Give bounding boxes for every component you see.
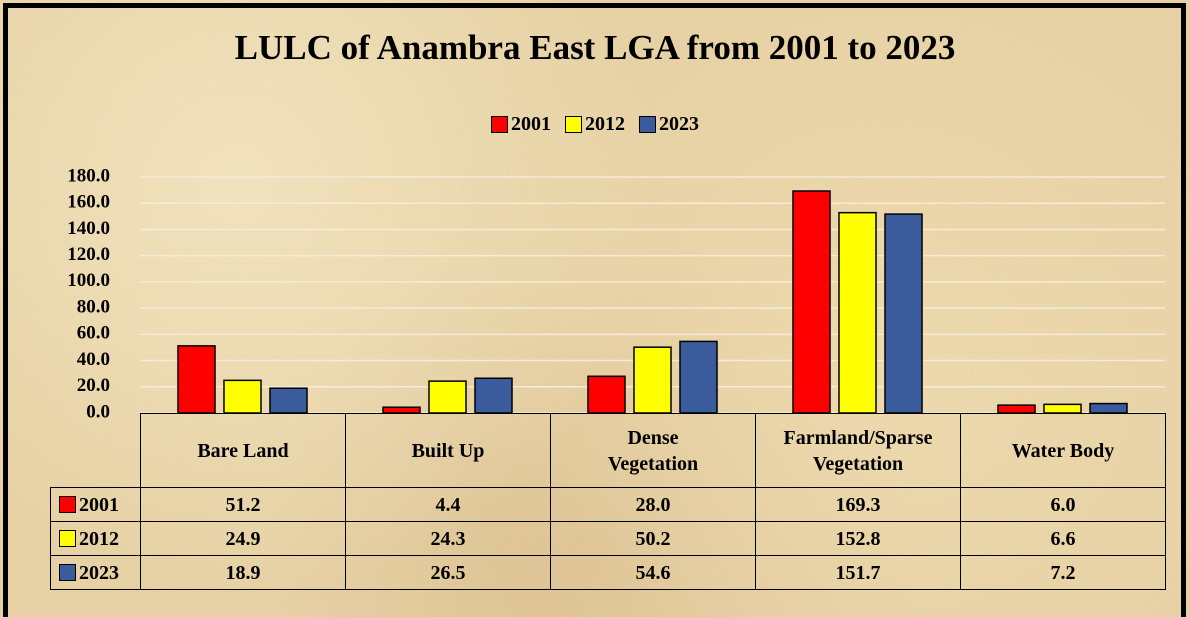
- table-value: 7.2: [960, 555, 1166, 590]
- table-value: 24.3: [345, 521, 551, 556]
- y-tick-label: 120.0: [67, 244, 110, 265]
- table-value: 169.3: [755, 487, 961, 522]
- y-tick-label: 40.0: [77, 349, 110, 370]
- legend-label: 2023: [659, 113, 699, 135]
- legend-swatch: [639, 116, 656, 133]
- y-tick-label: 60.0: [77, 323, 110, 344]
- legend-swatch: [491, 116, 508, 133]
- table-value: 26.5: [345, 555, 551, 590]
- legend-label: 2001: [511, 113, 551, 135]
- bar: [838, 211, 877, 414]
- bar: [382, 406, 421, 414]
- table-value: 6.0: [960, 487, 1166, 522]
- chart-title: LULC of Anambra East LGA from 2001 to 20…: [234, 28, 956, 67]
- bar: [633, 346, 672, 414]
- category-label: Farmland/Sparse Vegetation: [755, 413, 961, 488]
- bar: [223, 379, 262, 414]
- table-value: 6.6: [960, 521, 1166, 556]
- y-tick-label: 0.0: [86, 401, 110, 422]
- bar: [997, 404, 1036, 414]
- table-value: 54.6: [550, 555, 756, 590]
- row-label: 2023: [79, 561, 119, 584]
- bar: [177, 345, 216, 414]
- legend-item: 2001: [491, 113, 551, 136]
- category-label: Dense Vegetation: [550, 413, 756, 488]
- row-label: 2001: [79, 493, 119, 516]
- legend: 2001 2012 2023: [0, 113, 1190, 136]
- table-value: 152.8: [755, 521, 961, 556]
- legend-item: 2012: [565, 113, 625, 136]
- legend-swatch: [59, 496, 76, 513]
- category-label: Water Body: [960, 413, 1166, 488]
- table-value: 18.9: [140, 555, 346, 590]
- category-label: Built Up: [345, 413, 551, 488]
- bar: [269, 387, 308, 414]
- legend-swatch: [565, 116, 582, 133]
- table-value: 24.9: [140, 521, 346, 556]
- bar: [428, 380, 467, 414]
- legend-item: 2023: [639, 113, 699, 136]
- category-label: Bare Land: [140, 413, 346, 488]
- bar: [679, 340, 718, 414]
- legend-swatch: [59, 564, 76, 581]
- bar: [474, 377, 513, 414]
- bar: [884, 213, 923, 414]
- row-label: 2012: [79, 527, 119, 550]
- y-tick-label: 160.0: [67, 192, 110, 213]
- frame: [3, 3, 1186, 617]
- legend-swatch: [59, 530, 76, 547]
- row-header: 2012: [50, 521, 141, 556]
- row-header: 2023: [50, 555, 141, 590]
- y-tick-label: 140.0: [67, 218, 110, 239]
- bar: [792, 190, 831, 414]
- bar: [587, 375, 626, 414]
- table-value: 4.4: [345, 487, 551, 522]
- table-value: 51.2: [140, 487, 346, 522]
- table-value: 151.7: [755, 555, 961, 590]
- bar: [1089, 402, 1128, 414]
- y-tick-label: 80.0: [77, 296, 110, 317]
- legend-label: 2012: [585, 113, 625, 135]
- table-value: 50.2: [550, 521, 756, 556]
- y-tick-label: 100.0: [67, 270, 110, 291]
- y-tick-label: 180.0: [67, 165, 110, 186]
- bar: [1043, 403, 1082, 414]
- y-tick-label: 20.0: [77, 375, 110, 396]
- row-header: 2001: [50, 487, 141, 522]
- table-value: 28.0: [550, 487, 756, 522]
